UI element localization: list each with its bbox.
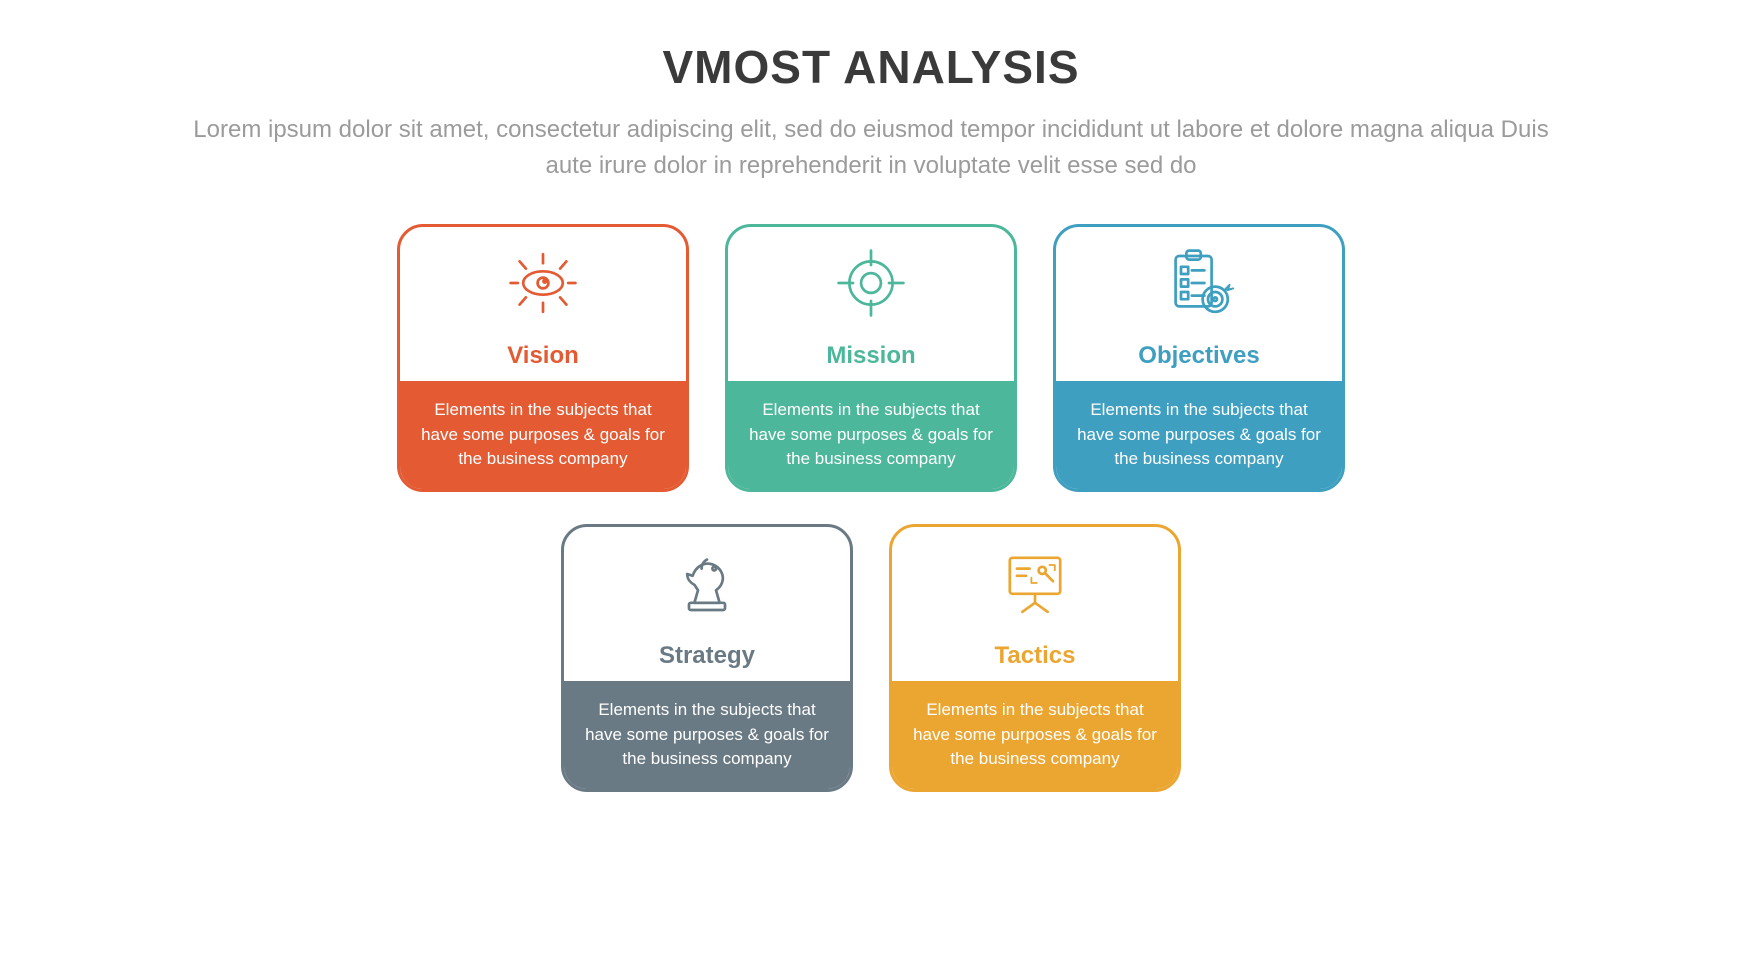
card-vision: Vision Elements in the subjects that hav…: [397, 224, 689, 492]
card-bottom: Elements in the subjects that have some …: [728, 381, 1014, 489]
card-bottom: Elements in the subjects that have some …: [892, 681, 1178, 789]
card-label: Strategy: [659, 642, 755, 670]
card-strategy: Strategy Elements in the subjects that h…: [561, 524, 853, 792]
card-label: Objectives: [1138, 342, 1259, 370]
card-top: Mission: [728, 227, 1014, 381]
card-label: Tactics: [995, 642, 1076, 670]
card-top: Strategy: [564, 527, 850, 681]
card-label: Vision: [507, 342, 579, 370]
card-objectives: Objectives Elements in the subjects that…: [1053, 224, 1345, 492]
chess-icon: [662, 538, 752, 628]
card-bottom: Elements in the subjects that have some …: [564, 681, 850, 789]
card-tactics: Tactics Elements in the subjects that ha…: [889, 524, 1181, 792]
card-top: Objectives: [1056, 227, 1342, 381]
card-row-top: Vision Elements in the subjects that hav…: [397, 224, 1345, 492]
card-top: Tactics: [892, 527, 1178, 681]
vmost-infographic: VMOST ANALYSIS Lorem ipsum dolor sit ame…: [0, 0, 1742, 980]
target-icon: [826, 238, 916, 328]
card-mission: Mission Elements in the subjects that ha…: [725, 224, 1017, 492]
card-description: Elements in the subjects that have some …: [582, 698, 832, 772]
card-rows: Vision Elements in the subjects that hav…: [397, 224, 1345, 792]
card-bottom: Elements in the subjects that have some …: [400, 381, 686, 489]
clipboard-icon: [1154, 238, 1244, 328]
card-row-bottom: Strategy Elements in the subjects that h…: [561, 524, 1181, 792]
card-label: Mission: [826, 342, 915, 370]
card-description: Elements in the subjects that have some …: [1074, 398, 1324, 472]
card-description: Elements in the subjects that have some …: [418, 398, 668, 472]
card-bottom: Elements in the subjects that have some …: [1056, 381, 1342, 489]
card-description: Elements in the subjects that have some …: [746, 398, 996, 472]
card-top: Vision: [400, 227, 686, 381]
eye-icon: [498, 238, 588, 328]
page-subtitle: Lorem ipsum dolor sit amet, consectetur …: [171, 112, 1571, 184]
page-title: VMOST ANALYSIS: [663, 40, 1080, 94]
board-icon: [990, 538, 1080, 628]
card-description: Elements in the subjects that have some …: [910, 698, 1160, 772]
